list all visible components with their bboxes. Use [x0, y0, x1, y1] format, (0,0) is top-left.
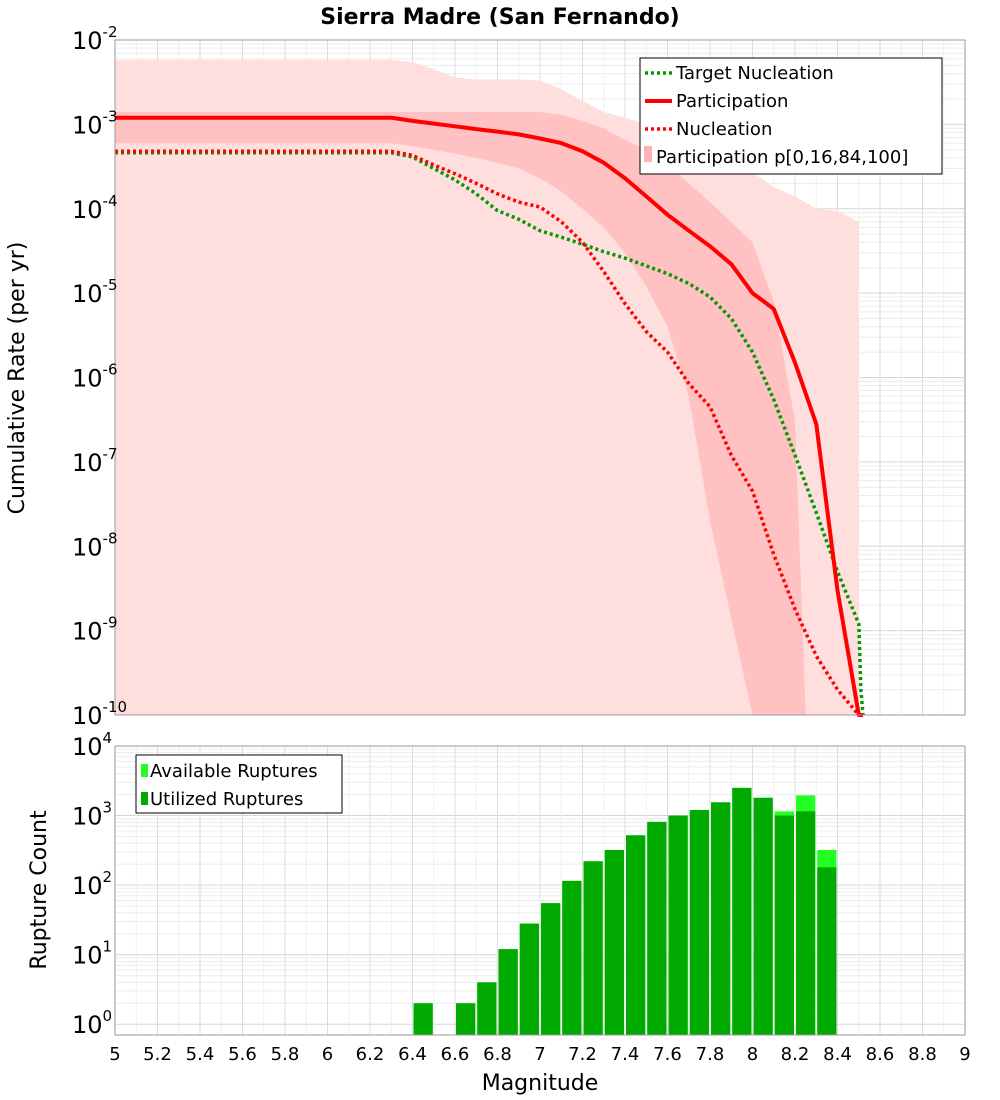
x-tick-label: 5.2 [143, 1044, 172, 1065]
y-tick-label: 101 [72, 938, 112, 970]
utilized-rupture-bar [583, 861, 603, 1035]
inner-percentile-band [115, 112, 806, 715]
utilized-rupture-bar [562, 880, 582, 1035]
bottom-y-tick-labels: 100 101 102 103 104 [72, 729, 112, 1039]
x-tick-label: 7.4 [611, 1044, 640, 1065]
x-tick-label: 6.6 [441, 1044, 470, 1065]
legend-label: Participation [676, 91, 788, 112]
rupture-bars [413, 787, 837, 1035]
x-tick-label: 7.2 [568, 1044, 597, 1065]
x-tick-label: 5.4 [186, 1044, 215, 1065]
utilized-rupture-bar [668, 815, 688, 1035]
utilized-rupture-bar [626, 835, 646, 1035]
participation-bands [115, 60, 859, 715]
chart-title: Sierra Madre (San Fernando) [320, 5, 680, 30]
x-tick-label: 6.8 [483, 1044, 512, 1065]
y-tick-label: 103 [72, 799, 112, 831]
utilized-rupture-bar [604, 849, 624, 1035]
participation-line [115, 115, 863, 717]
nucleation-line [115, 149, 863, 717]
cumulative-rate-panel: 10-10 10-9 10-8 10-7 10-6 10-5 10-4 10-3 10-2 Cu… [5, 23, 966, 730]
x-axis-label: Magnitude [482, 1071, 599, 1096]
y-tick-label: 10-8 [72, 529, 118, 561]
utilized-rupture-bar [753, 797, 773, 1035]
utilized-rupture-bar [541, 903, 561, 1035]
utilized-rupture-bar [413, 1003, 433, 1035]
legend-swatch [141, 792, 148, 805]
top-y-tick-labels: 10-10 10-9 10-8 10-7 10-6 10-5 10-4 10-3 10-2 [72, 23, 127, 730]
y-tick-label: 10-4 [72, 192, 118, 224]
utilized-rupture-bar [689, 810, 709, 1035]
legend-label: Available Ruptures [150, 761, 318, 782]
x-tick-label: 8.4 [823, 1044, 852, 1065]
x-tick-label: 6.4 [398, 1044, 427, 1065]
top-plot-frame [114, 39, 966, 716]
y-tick-label: 10-2 [72, 23, 118, 55]
utilized-rupture-bar [456, 1003, 476, 1035]
top-legend-box [639, 57, 943, 175]
utilized-rupture-bar [519, 923, 539, 1035]
y-tick-label: 10-5 [72, 276, 118, 308]
x-tick-label: 5.6 [228, 1044, 257, 1065]
legend-label: Target Nucleation [675, 63, 834, 84]
utilized-rupture-bar [817, 867, 837, 1035]
x-tick-label: 7.6 [653, 1044, 682, 1065]
y-tick-label: 10-10 [72, 698, 127, 730]
rate-lines [115, 115, 865, 717]
x-tick-label: 8.2 [781, 1044, 810, 1065]
utilized-rupture-bar [732, 787, 752, 1035]
y-tick-label: 10-7 [72, 445, 118, 477]
y-tick-label: 10-9 [72, 614, 118, 646]
x-tick-label: 5.8 [271, 1044, 300, 1065]
legend-label: Nucleation [676, 119, 772, 140]
x-tick-label: 8.6 [866, 1044, 895, 1065]
x-tick-label: 9 [959, 1044, 970, 1065]
x-tick-label: 7.8 [696, 1044, 725, 1065]
bottom-plot-frame [114, 745, 966, 1036]
x-tick-labels: 5 5.2 5.4 5.6 5.8 6 6.2 6.4 6.6 6.8 7 7.2 7.4 7.6 7.8 8… [109, 1044, 970, 1065]
y-tick-label: 10-6 [72, 361, 118, 393]
utilized-rupture-bar [647, 821, 667, 1035]
bottom-legend: Available Ruptures Utilized Ruptures [135, 754, 343, 814]
bottom-legend-box [135, 754, 343, 814]
y-tick-label: 104 [72, 729, 112, 761]
x-tick-label: 8 [747, 1044, 758, 1065]
utilized-rupture-bar [711, 802, 731, 1035]
y-tick-label: 100 [72, 1007, 112, 1039]
utilized-rupture-bar [498, 949, 518, 1035]
utilized-rupture-bar [477, 982, 497, 1035]
legend-swatch [141, 764, 148, 777]
x-tick-label: 6.2 [356, 1044, 385, 1065]
x-tick-label: 6 [322, 1044, 333, 1065]
x-tick-label: 7 [534, 1044, 545, 1065]
legend-label: Utilized Ruptures [150, 789, 303, 810]
rupture-count-panel: 100 101 102 103 104 5 5.2 5.4 5.6 5.8 6 6.2 6.4 6.6 6… [27, 729, 971, 1096]
y-tick-label: 10-3 [72, 107, 118, 139]
top-y-axis-label: Cumulative Rate (per yr) [5, 242, 30, 515]
x-tick-label: 8.8 [908, 1044, 937, 1065]
target-nucleation-line [115, 151, 865, 716]
utilized-rupture-bar [796, 811, 816, 1035]
utilized-rupture-bar [774, 815, 794, 1035]
x-tick-label: 5 [109, 1044, 120, 1065]
bottom-y-axis-label: Rupture Count [27, 810, 52, 970]
legend-label: Participation p[0,16,84,100] [656, 147, 908, 168]
y-tick-label: 102 [72, 868, 112, 900]
top-legend: Target Nucleation Participation Nucleation… [639, 57, 943, 175]
legend-swatch [644, 146, 652, 162]
